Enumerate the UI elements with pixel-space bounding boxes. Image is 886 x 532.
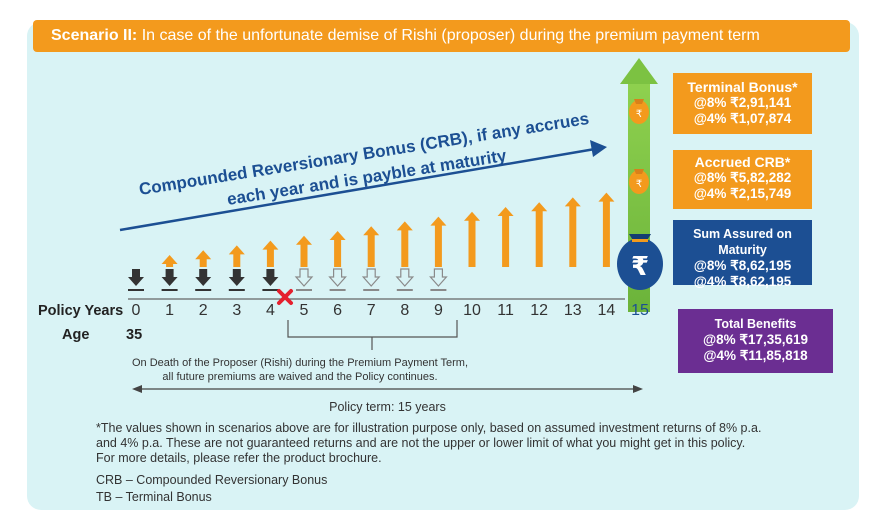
year-label: 4	[265, 302, 275, 319]
sum-assured-box: Sum Assured on Maturity @8% ₹8,62,195 @4…	[673, 220, 812, 289]
terminal-bonus-4pct: @4% ₹1,07,874	[693, 111, 792, 126]
accrued-crb-box: Accrued CRB* @8% ₹5,82,282 @4% ₹2,15,749	[673, 150, 812, 209]
paid-premium-arrow-icon	[161, 269, 178, 291]
premium-arrows	[128, 268, 448, 291]
year-label: 15	[631, 302, 649, 319]
bonus-arrow-icon	[363, 226, 380, 267]
year-label: 3	[232, 302, 242, 319]
scenario-banner: Scenario II: In case of the unfortunate …	[33, 20, 850, 52]
paid-premium-arrow-icon	[195, 269, 212, 291]
accrued-crb-title: Accrued CRB*	[694, 154, 791, 170]
age-value: 35	[126, 327, 143, 343]
paid-premium-arrow-icon	[128, 269, 144, 291]
waived-premium-arrow-icon	[395, 268, 415, 291]
year-label: 9	[433, 302, 443, 319]
bonus-arrow-icon	[531, 202, 548, 267]
death-note: On Death of the Proposer (Rishi) during …	[0, 356, 600, 384]
bonus-arrows	[161, 192, 615, 267]
total-benefits-4pct: @4% ₹11,85,818	[703, 348, 808, 363]
footnote-tb: TB – Terminal Bonus	[96, 490, 212, 504]
year-label: 7	[366, 302, 376, 319]
sum-assured-4pct: @4% ₹8,62,195	[693, 274, 792, 289]
bonus-arrow-icon	[430, 216, 447, 267]
year-label: 8	[400, 302, 410, 319]
year-label: 12	[530, 302, 549, 319]
waiver-bracket	[287, 320, 458, 350]
paid-premium-arrow-icon	[262, 269, 279, 291]
bonus-arrow-icon	[497, 207, 514, 267]
svg-text:₹: ₹	[636, 109, 642, 120]
waived-premium-arrow-icon	[429, 268, 448, 291]
year-label: 14	[597, 302, 616, 319]
bonus-arrow-icon	[329, 231, 346, 267]
bonus-arrow-icon	[195, 250, 212, 267]
disclaimer-line1: *The values shown in scenarios above are…	[96, 421, 762, 435]
bonus-arrow-icon	[262, 240, 279, 267]
year-label: 6	[333, 302, 343, 319]
sum-assured-8pct: @8% ₹8,62,195	[693, 258, 792, 273]
year-label: 11	[497, 302, 514, 319]
age-label: Age	[62, 327, 90, 343]
bonus-arrow-icon	[464, 211, 480, 267]
money-bag-icon: ₹	[629, 169, 649, 194]
policy-term-label: Policy term: 15 years	[329, 400, 446, 414]
bonus-arrow-icon	[228, 245, 245, 267]
death-cross-icon	[277, 289, 293, 305]
year-label: 5	[299, 302, 309, 319]
waived-premium-arrow-icon	[328, 268, 347, 291]
terminal-bonus-title: Terminal Bonus*	[687, 79, 798, 95]
year-label: 0	[131, 302, 141, 319]
year-label: 1	[165, 302, 175, 319]
disclaimer-line3: For more details, please refer the produ…	[96, 451, 382, 465]
policy-years-label: Policy Years	[38, 303, 124, 319]
sum-assured-title: Sum Assured on Maturity	[693, 227, 792, 257]
svg-text:₹: ₹	[631, 252, 649, 282]
year-label: 13	[563, 302, 582, 319]
year-label: 10	[463, 302, 481, 319]
bonus-arrow-icon	[564, 197, 581, 267]
total-benefits-box: Total Benefits @8% ₹17,35,619 @4% ₹11,85…	[678, 309, 833, 373]
bonus-arrow-icon	[396, 221, 413, 267]
total-benefits-8pct: @8% ₹17,35,619	[702, 332, 809, 347]
footnote-crb: CRB – Compounded Reversionary Bonus	[96, 473, 328, 487]
money-bag-icon: ₹	[617, 234, 663, 290]
money-bag-icon: ₹	[629, 99, 649, 124]
death-note-line1: On Death of the Proposer (Rishi) during …	[131, 357, 469, 369]
waived-premium-arrow-icon	[361, 268, 381, 291]
paid-premium-arrow-icon	[228, 269, 245, 291]
bonus-arrow-icon	[598, 192, 615, 267]
waived-premium-arrow-icon	[294, 268, 314, 291]
disclaimer-line2: and 4% p.a. These are not guaranteed ret…	[96, 436, 746, 450]
scenario-label: Scenario II:	[51, 27, 138, 44]
bonus-arrow-icon	[296, 235, 312, 267]
accrued-crb-4pct: @4% ₹2,15,749	[693, 186, 792, 201]
total-benefits-title: Total Benefits	[714, 317, 797, 331]
scenario-description: In case of the unfortunate demise of Ris…	[141, 27, 760, 44]
svg-text:₹: ₹	[636, 179, 642, 190]
terminal-bonus-8pct: @8% ₹2,91,141	[693, 95, 792, 110]
year-label: 2	[198, 302, 208, 319]
policy-term-arrow	[132, 385, 643, 393]
death-note-line2: all future premiums are waived and the P…	[162, 371, 438, 383]
bonus-arrow-icon	[161, 255, 178, 267]
accrued-crb-8pct: @8% ₹5,82,282	[693, 170, 792, 185]
crb-trend-arrow	[119, 140, 607, 232]
terminal-bonus-box: Terminal Bonus* @8% ₹2,91,141 @4% ₹1,07,…	[673, 73, 812, 134]
disclaimer: *The values shown in scenarios above are…	[96, 421, 846, 466]
